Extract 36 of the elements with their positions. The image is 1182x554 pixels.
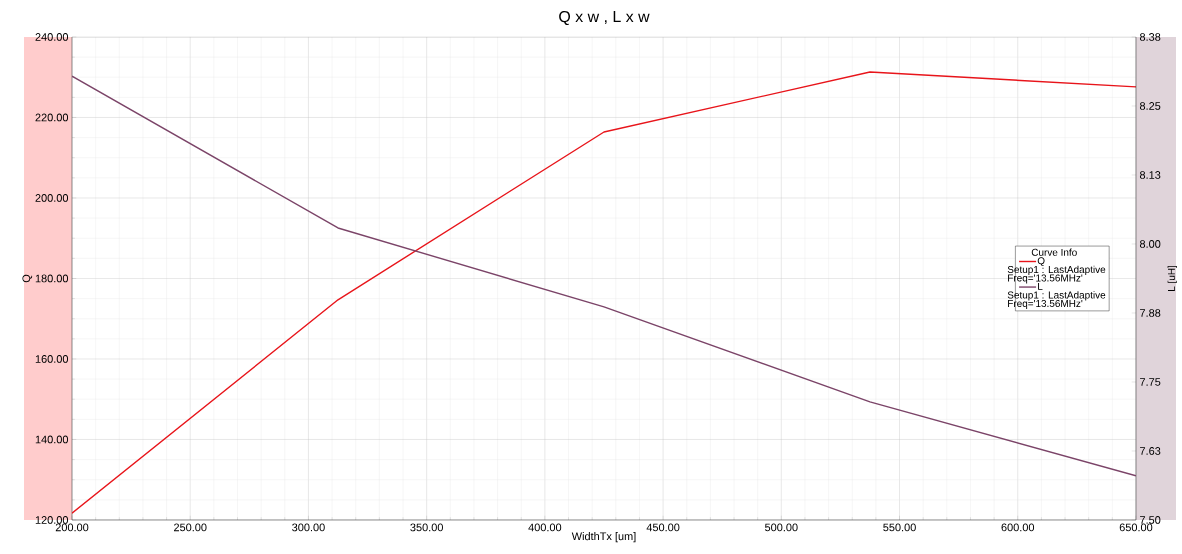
- x-tick-label: 300.00: [292, 523, 325, 532]
- x-tick-label: 650.00: [1119, 523, 1153, 532]
- y2-tick-label: 7.63: [1140, 447, 1161, 455]
- x-axis-title: WidthTx [um]: [571, 532, 636, 543]
- x-tick-label: 550.00: [883, 523, 916, 532]
- y2-tick-label: 8.38: [1139, 33, 1161, 41]
- x-tick-label: 600.00: [1001, 523, 1035, 532]
- chart-title: Q x w , L x w: [559, 10, 650, 26]
- legend-label: L: [1038, 282, 1043, 290]
- y2-tick-label: 7.75: [1140, 378, 1161, 386]
- annotation: Freq='13.56MHz': [1008, 299, 1083, 309]
- x-tick-label: 400.00: [528, 523, 562, 532]
- y-tick-label: 120.00: [35, 516, 69, 524]
- x-tick-label: 450.00: [646, 523, 680, 532]
- x-tick-label: 250.00: [174, 523, 207, 532]
- y-axis-title: Q: [22, 274, 33, 283]
- annotation: Setup1 : LastAdaptive: [1007, 291, 1106, 301]
- y2-tick-label: 8.25: [1139, 102, 1161, 110]
- y2-axis-title: L [uH]: [1167, 265, 1177, 291]
- y2-tick-label: 8.13: [1139, 171, 1161, 179]
- y-tick-label: 140.00: [35, 435, 69, 444]
- legend-label: Q: [1037, 257, 1045, 267]
- y-tick-label: 200.00: [35, 194, 69, 202]
- y2-tick-label: 7.50: [1140, 516, 1161, 524]
- y-tick-label: 180.00: [35, 274, 69, 283]
- y2-tick-label: 8.00: [1139, 240, 1161, 248]
- y-tick-label: 160.00: [35, 355, 69, 363]
- legend-title: Curve Info: [1031, 248, 1077, 256]
- y-tick-label: 240.00: [35, 33, 69, 41]
- x-tick-label: 200.00: [55, 523, 89, 532]
- y-tick-label: 220.00: [35, 113, 69, 122]
- annotation: Freq='13.56MHz': [1008, 274, 1083, 284]
- x-tick-label: 500.00: [764, 523, 798, 532]
- y2-tick-label: 7.88: [1140, 309, 1161, 317]
- x-tick-label: 350.00: [410, 523, 443, 532]
- annotation: Setup1 : LastAdaptive: [1007, 265, 1106, 275]
